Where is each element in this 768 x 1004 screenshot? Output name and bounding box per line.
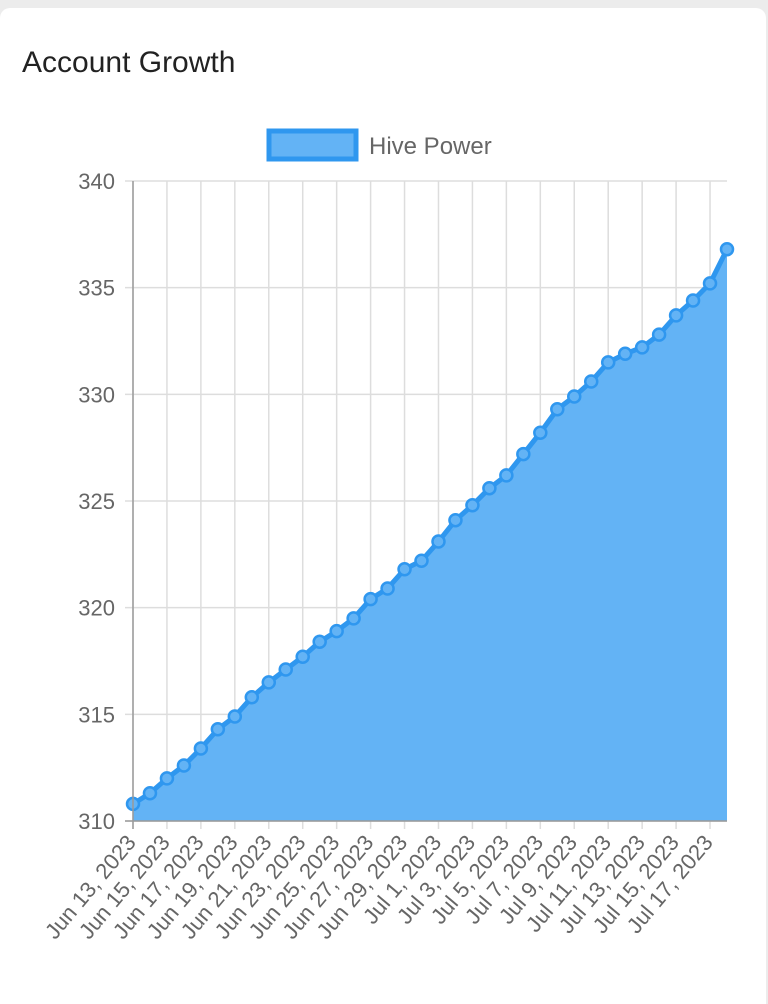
data-point-3[interactable] [176, 758, 192, 773]
y-tick-label-335: 335 [78, 276, 115, 301]
y-axis-ticks: 310 315 320 325 330 335 340 [78, 169, 115, 834]
data-point-26[interactable] [567, 389, 582, 404]
data-point-33[interactable] [685, 293, 701, 308]
data-point-25[interactable] [550, 402, 565, 417]
data-point-27[interactable] [583, 374, 599, 389]
data-point-21[interactable] [482, 480, 497, 496]
data-point-20[interactable] [465, 498, 480, 513]
data-point-16[interactable] [397, 562, 412, 577]
data-point-4[interactable] [193, 741, 209, 756]
data-point-1[interactable] [142, 786, 158, 801]
y-tick-label-325: 325 [78, 489, 115, 514]
y-tick-label-310: 310 [78, 809, 115, 834]
data-point-5[interactable] [210, 722, 226, 737]
data-point-22[interactable] [499, 468, 514, 483]
data-point-7[interactable] [244, 690, 260, 705]
y-tick-label-340: 340 [78, 169, 115, 194]
data-point-17[interactable] [414, 553, 429, 568]
y-tick-label-320: 320 [78, 596, 115, 621]
legend-swatch-hive-power[interactable] [266, 128, 359, 162]
data-point-9[interactable] [278, 662, 293, 677]
data-point-2[interactable] [159, 771, 175, 786]
data-point-28[interactable] [600, 355, 616, 370]
data-point-6[interactable] [227, 709, 243, 724]
data-point-8[interactable] [261, 675, 277, 690]
data-point-15[interactable] [380, 581, 395, 596]
legend[interactable]: Hive Power [266, 128, 492, 162]
data-point-13[interactable] [346, 611, 361, 626]
data-point-19[interactable] [448, 512, 463, 528]
y-tick-label-330: 330 [78, 382, 115, 407]
legend-label-hive-power[interactable]: Hive Power [369, 133, 492, 160]
data-point-23[interactable] [516, 446, 531, 462]
axes [125, 181, 727, 829]
data-point-11[interactable] [312, 634, 327, 650]
data-point-32[interactable] [668, 308, 684, 323]
data-point-29[interactable] [617, 346, 633, 362]
data-point-14[interactable] [363, 591, 378, 607]
hive-power-area [133, 249, 727, 821]
data-point-12[interactable] [329, 623, 344, 639]
data-point-35[interactable] [719, 242, 735, 257]
data-point-34[interactable] [702, 276, 718, 291]
chart-title: Account Growth [22, 46, 236, 79]
hive-power-points [125, 242, 735, 812]
data-point-10[interactable] [295, 649, 310, 664]
data-point-30[interactable] [634, 340, 650, 355]
y-tick-label-315: 315 [78, 702, 115, 727]
data-point-24[interactable] [533, 425, 548, 440]
data-point-31[interactable] [651, 327, 667, 342]
data-point-18[interactable] [431, 534, 446, 549]
